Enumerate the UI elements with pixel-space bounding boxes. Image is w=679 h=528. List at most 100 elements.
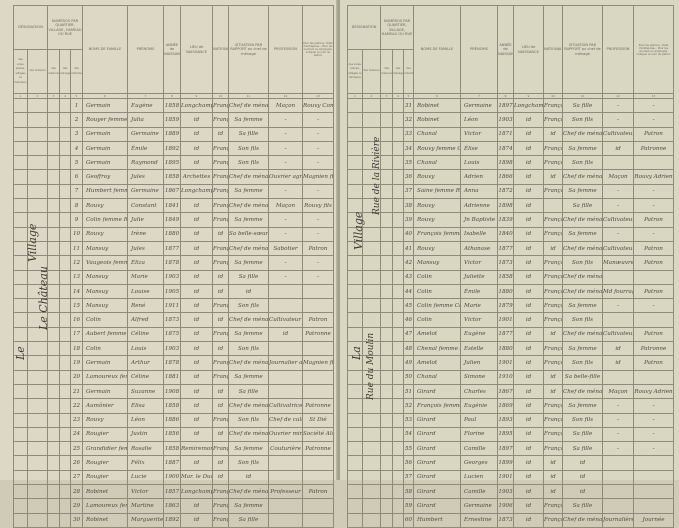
house-cell	[362, 212, 381, 228]
birth-place: id	[513, 412, 545, 428]
house-number-cell	[380, 298, 393, 314]
relation: Son fils	[228, 155, 270, 171]
row-number: 26	[69, 455, 84, 471]
profession: Cultivateur exploitant	[602, 126, 635, 142]
header-num-individus: des individus	[402, 49, 415, 94]
house-cell	[27, 140, 48, 157]
relation: Chef de ménage	[562, 126, 604, 142]
profession: id	[602, 355, 635, 371]
first-name: Marguerite	[127, 512, 165, 528]
nationality: Français	[212, 484, 230, 500]
family-name: Vaugeois femme Mansuy	[82, 255, 129, 271]
relation: id	[562, 455, 604, 471]
relation: Sa femme	[228, 441, 270, 457]
nationality: Française	[212, 112, 230, 128]
house-number-cell	[380, 255, 393, 271]
first-name: Simone	[460, 369, 499, 385]
birth-place: Remiremont	[180, 441, 214, 457]
employer	[633, 155, 675, 171]
birth-place: id	[513, 240, 545, 257]
household-number-cell	[392, 426, 404, 443]
profession: Cultivateur exploitant	[268, 312, 304, 328]
table-row: 15MansuyRené1911idFrançaisSon fils	[13, 298, 335, 314]
birth-place: id	[513, 255, 545, 271]
relation: Sa femme	[562, 341, 604, 357]
row-number: 28	[69, 484, 84, 500]
nationality: Française	[543, 398, 564, 414]
birth-place: id	[180, 112, 214, 128]
employer	[633, 369, 675, 385]
house-number-cell	[47, 512, 60, 528]
nationality	[543, 198, 564, 214]
nationality: Française	[543, 426, 564, 443]
header-num-maisons: des maisons	[47, 49, 60, 94]
first-name: Elisa	[127, 398, 165, 414]
nationality: id	[543, 169, 564, 185]
birth-year: 1901	[497, 355, 515, 371]
nationality: id	[212, 312, 230, 328]
relation: Sa femme	[228, 498, 270, 514]
birth-year: 1889	[163, 126, 182, 142]
nationality: Française	[212, 255, 230, 271]
family-name: Chanal	[413, 369, 462, 385]
household-number-cell	[59, 312, 71, 328]
first-name: Eugène	[460, 326, 499, 343]
relation: Chef de ménage	[228, 240, 270, 257]
first-name: Raymond	[127, 155, 165, 171]
relation: Sa femme	[228, 212, 270, 228]
table-row: 21 Germain Suzanne 1908 id id Sa fille	[13, 383, 335, 400]
employer: Patronne	[302, 326, 335, 343]
household-number-cell	[392, 255, 404, 271]
family-name: Mansuy	[413, 255, 462, 271]
family-name: Germain	[82, 140, 129, 157]
table-row: 19GermainArthur1878idFrançaisChef de mén…	[13, 355, 335, 371]
street-cell	[13, 455, 28, 471]
house-number-cell	[380, 226, 393, 242]
table-row: 30RobinetMarguerite1892idFrançaiseSa fil…	[13, 512, 335, 528]
row-number: 4	[69, 140, 84, 157]
house-cell	[362, 112, 381, 128]
household-number-cell	[392, 283, 404, 300]
household-number-cell	[392, 455, 404, 471]
house-number-cell	[47, 383, 60, 400]
relation: Sa fille	[562, 198, 604, 214]
table-row: 49AmelotJulien1901idFrançaisSon filsidPa…	[347, 355, 675, 371]
row-number: 49	[402, 355, 415, 371]
household-number-cell	[59, 155, 71, 171]
employer: Rouvy fils	[302, 198, 335, 214]
first-name: Irène	[127, 226, 165, 242]
profession: Maçon	[268, 198, 304, 214]
row-number: 14	[69, 283, 84, 300]
table-row: 59GirardGermaine1906idFrançaiseSa fille	[347, 498, 675, 514]
header-lieu: LIEU de NAISSANCE	[180, 5, 214, 94]
employer: Magnien fils	[302, 169, 335, 185]
household-number-cell	[59, 298, 71, 314]
nationality: Française	[543, 298, 564, 314]
family-name: Robinet	[82, 512, 129, 528]
nationality: Français	[543, 312, 564, 328]
nationality: id	[543, 326, 564, 343]
birth-year: 1871	[497, 126, 515, 142]
house-cell	[362, 469, 381, 486]
profession	[268, 498, 304, 514]
header-designation: DÉSIGNATION	[13, 5, 48, 50]
profession	[602, 469, 635, 486]
employer: Patronne	[633, 140, 675, 157]
family-name: Aubert femme Colin	[82, 326, 129, 343]
table-row: 4GermainÉmile1892idFrançaisSon fils--	[13, 140, 335, 157]
birth-place: id	[180, 426, 214, 443]
birth-place: id	[180, 283, 214, 300]
row-number: 13	[69, 269, 84, 285]
row-number: 8	[69, 198, 84, 214]
table-row: 55GirardCamille1897idFrançaiseSa fille--	[347, 441, 675, 457]
birth-place: id	[180, 498, 214, 514]
relation: Sa belle-sœur	[228, 226, 270, 242]
nationality: Français	[212, 298, 230, 314]
header-designation-voies: des voies, places, villages ou hameaux	[13, 49, 28, 94]
employer: Patron	[633, 126, 675, 142]
first-name: Germaine	[460, 97, 499, 114]
employer: Patron	[302, 484, 335, 500]
